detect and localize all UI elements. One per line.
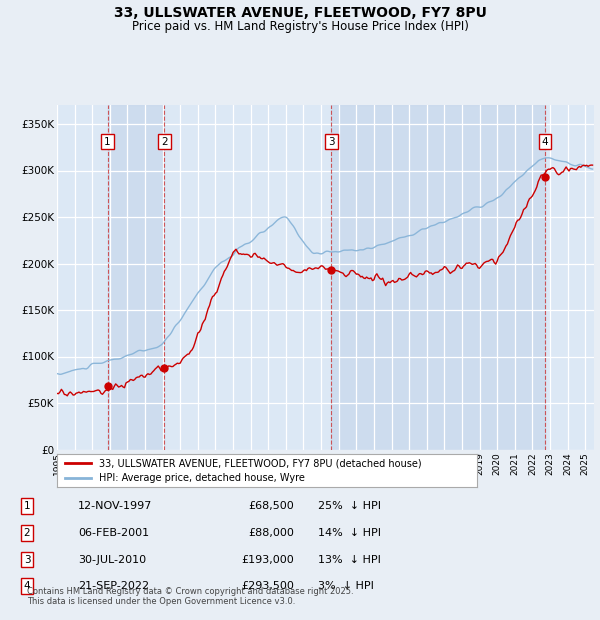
Text: 1: 1 [23, 501, 31, 512]
Text: 4: 4 [23, 581, 31, 591]
Text: 3: 3 [328, 136, 335, 146]
Text: 2: 2 [23, 528, 31, 538]
Text: 12-NOV-1997: 12-NOV-1997 [78, 501, 152, 512]
Text: 33, ULLSWATER AVENUE, FLEETWOOD, FY7 8PU (detached house): 33, ULLSWATER AVENUE, FLEETWOOD, FY7 8PU… [99, 458, 422, 468]
Text: 21-SEP-2022: 21-SEP-2022 [78, 581, 149, 591]
Text: Price paid vs. HM Land Registry's House Price Index (HPI): Price paid vs. HM Land Registry's House … [131, 20, 469, 33]
Text: 30-JUL-2010: 30-JUL-2010 [78, 554, 146, 565]
Text: 14%  ↓ HPI: 14% ↓ HPI [318, 528, 381, 538]
Text: 3%  ↓ HPI: 3% ↓ HPI [318, 581, 374, 591]
Bar [331, 105, 545, 450]
Text: 2: 2 [161, 136, 168, 146]
Text: 3: 3 [23, 554, 31, 565]
Text: HPI: Average price, detached house, Wyre: HPI: Average price, detached house, Wyre [99, 473, 305, 483]
Text: 13%  ↓ HPI: 13% ↓ HPI [318, 554, 381, 565]
Text: 33, ULLSWATER AVENUE, FLEETWOOD, FY7 8PU: 33, ULLSWATER AVENUE, FLEETWOOD, FY7 8PU [113, 6, 487, 20]
Text: 1: 1 [104, 136, 111, 146]
Text: £293,500: £293,500 [241, 581, 294, 591]
Bar [107, 105, 164, 450]
Text: 06-FEB-2001: 06-FEB-2001 [78, 528, 149, 538]
Text: 4: 4 [542, 136, 548, 146]
Text: Contains HM Land Registry data © Crown copyright and database right 2025.
This d: Contains HM Land Registry data © Crown c… [27, 587, 353, 606]
Text: £193,000: £193,000 [241, 554, 294, 565]
Text: 25%  ↓ HPI: 25% ↓ HPI [318, 501, 381, 512]
Text: £68,500: £68,500 [248, 501, 294, 512]
Text: £88,000: £88,000 [248, 528, 294, 538]
